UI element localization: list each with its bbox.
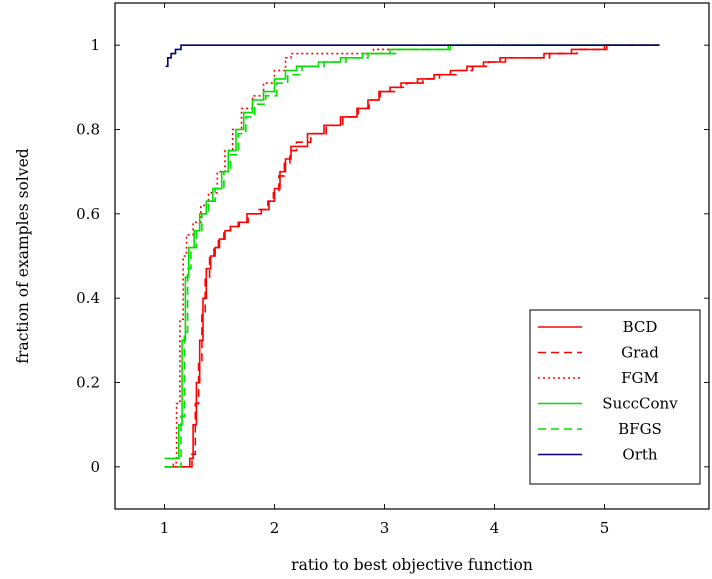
legend-label-orth: Orth [622, 446, 657, 464]
legend-label-succconv: SuccConv [602, 395, 678, 413]
x-tick-label: 1 [160, 519, 170, 537]
series-line-bfgs [164, 44, 660, 468]
legend-label-bfgs: BFGS [618, 420, 662, 438]
plot-frame [114, 2, 710, 510]
series-line-grad [164, 44, 660, 468]
y-tick-label: 0.8 [76, 121, 100, 139]
series-line-fgm [164, 44, 660, 468]
y-tick-label: 0.6 [76, 205, 100, 223]
series-layer [164, 44, 660, 468]
y-tick-label: 0.4 [76, 289, 100, 307]
x-tick-label: 2 [270, 519, 280, 537]
legend-label-bcd: BCD [623, 318, 658, 336]
legend-label-grad: Grad [621, 344, 659, 362]
legend: BCD Grad FGM SuccConv BFGS Orth [529, 309, 701, 485]
x-tick-label: 5 [600, 519, 610, 537]
series-line-orth [165, 44, 660, 68]
ticks-layer: 1 2 3 4 5 0 0.2 0.4 0.6 0.8 1 [76, 3, 709, 537]
x-tick-label: 4 [490, 519, 500, 537]
y-tick-label: 0.2 [76, 374, 100, 392]
legend-label-fgm: FGM [621, 369, 659, 387]
x-axis-label: ratio to best objective function [291, 556, 533, 574]
y-tick-label: 1 [90, 36, 100, 54]
y-tick-label: 0 [90, 458, 100, 476]
x-tick-label: 3 [380, 519, 390, 537]
y-axis-label: fraction of examples solved [14, 148, 32, 363]
